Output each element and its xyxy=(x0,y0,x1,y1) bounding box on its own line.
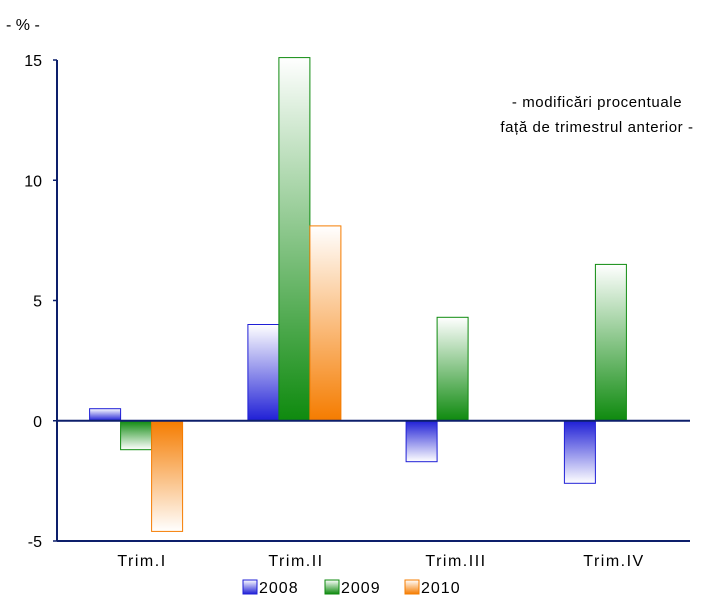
legend-label-2009: 2009 xyxy=(341,580,381,597)
x-tick-label-trim-iv: Trim.IV xyxy=(583,553,644,570)
bar-2010-trimi xyxy=(151,420,184,532)
legend-swatch-2008 xyxy=(242,579,258,595)
axes xyxy=(56,60,690,542)
bar-2008-trimii xyxy=(247,324,280,422)
y-tick-label: 5 xyxy=(33,294,42,311)
legend: 2008 2009 2010 xyxy=(242,579,461,597)
bar-2009-trimi xyxy=(120,420,153,451)
legend-swatch-2009 xyxy=(324,579,340,595)
y-tick-label: -5 xyxy=(28,534,42,551)
bar-2009-trimii xyxy=(278,57,311,422)
x-tick-labels: Trim.I Trim.II Trim.III Trim.IV xyxy=(117,553,644,570)
y-ticks: -5 0 5 10 15 xyxy=(24,53,57,551)
x-tick-label-trim-iii: Trim.III xyxy=(425,553,486,570)
bar-2009-trimiii xyxy=(436,316,469,422)
bar-2008-trimiv xyxy=(563,420,596,484)
legend-label-2010: 2010 xyxy=(421,580,461,597)
bar-2009-trimiv xyxy=(594,263,627,422)
bar-2008-trimiii xyxy=(405,420,438,463)
annotation-line-2: față de trimestrul anterior - xyxy=(500,119,693,136)
legend-label-2008: 2008 xyxy=(259,580,299,597)
bars-group xyxy=(89,57,627,532)
bar-2008-trimi xyxy=(89,408,122,422)
annotation-line-1: - modificări procentuale xyxy=(512,94,682,111)
x-tick-label-trim-i: Trim.I xyxy=(117,553,166,570)
y-tick-label: 15 xyxy=(24,53,42,70)
legend-swatch-2010 xyxy=(404,579,420,595)
y-tick-label: 10 xyxy=(24,173,42,190)
y-tick-label: 0 xyxy=(33,414,42,431)
annotation: - modificări procentuale față de trimest… xyxy=(500,94,693,136)
y-unit-label: - % - xyxy=(6,17,40,34)
x-tick-label-trim-ii: Trim.II xyxy=(268,553,323,570)
bar-2010-trimii xyxy=(309,225,342,422)
